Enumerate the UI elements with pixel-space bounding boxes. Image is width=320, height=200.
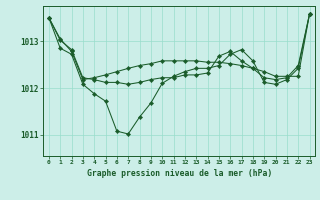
X-axis label: Graphe pression niveau de la mer (hPa): Graphe pression niveau de la mer (hPa) [87,169,272,178]
